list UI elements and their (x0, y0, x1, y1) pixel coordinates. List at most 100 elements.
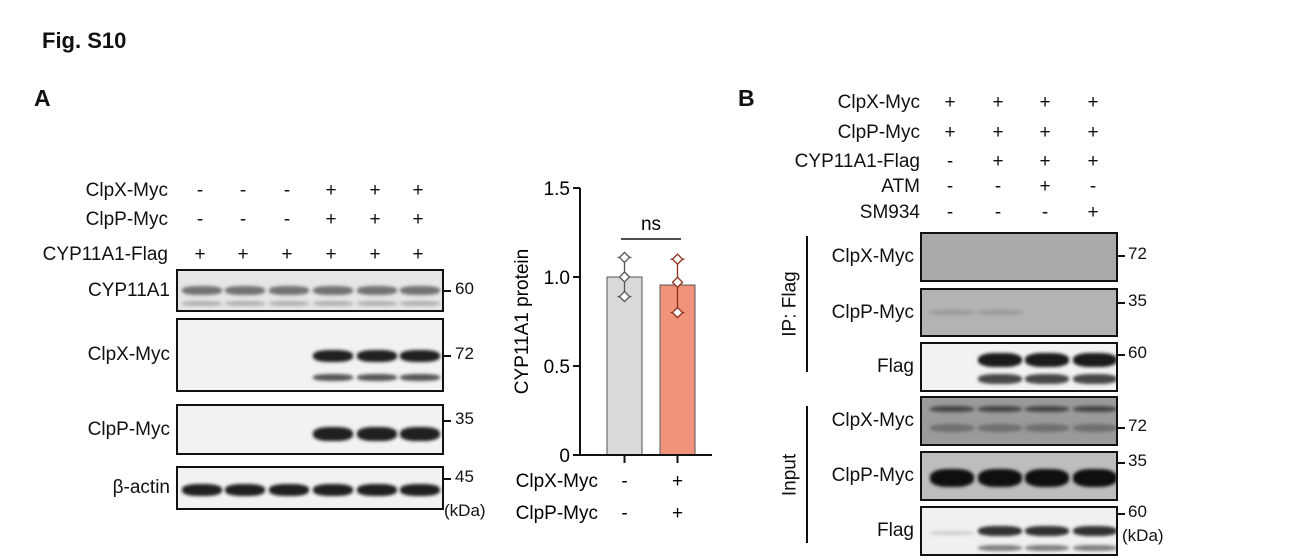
protein-band (930, 309, 974, 315)
marker-label: 72 (455, 344, 474, 363)
condition-sign: + (944, 122, 956, 143)
marker-label: 60 (1128, 502, 1147, 521)
protein-band (978, 424, 1022, 432)
condition-sign: + (1039, 92, 1051, 113)
condition-sign: + (369, 244, 381, 265)
protein-band (400, 484, 440, 496)
blot-label: Flag (877, 520, 914, 541)
western-blot-clpx-myc (920, 396, 1118, 446)
x-condition-label: ClpP-Myc (516, 503, 598, 524)
condition-sign: + (1087, 202, 1099, 223)
condition-sign: + (412, 244, 424, 265)
data-point (671, 253, 684, 266)
condition-sign: + (325, 209, 337, 230)
x-condition-label: ClpX-Myc (516, 471, 598, 492)
protein-band (357, 285, 397, 295)
condition-sign: + (1039, 122, 1051, 143)
protein-band (1025, 406, 1069, 412)
protein-band (1025, 469, 1069, 487)
data-point (618, 251, 631, 264)
marker-tick (444, 420, 451, 422)
protein-band (225, 285, 265, 295)
panel-b-label: B (738, 85, 755, 111)
panel-a-label: A (34, 85, 51, 111)
condition-sign: - (946, 202, 954, 223)
blot-label: CYP11A1 (87, 279, 170, 301)
western-blot-clpx-myc (920, 232, 1118, 282)
protein-band (930, 531, 974, 535)
condition-sign: + (325, 180, 337, 201)
condition-sign: - (196, 180, 204, 201)
marker-label: 35 (455, 409, 474, 428)
condition-label: SM934 (859, 202, 920, 223)
protein-band (930, 469, 974, 487)
protein-band (182, 300, 222, 306)
western-blot-flag (920, 506, 1118, 556)
protein-band (1073, 424, 1116, 432)
marker-label: 72 (1128, 244, 1147, 263)
protein-band (400, 285, 440, 295)
group-bracket (806, 406, 808, 543)
condition-sign: + (992, 92, 1004, 113)
blot-label: ClpP-Myc (831, 465, 914, 486)
marker-tick (1118, 302, 1125, 304)
y-tick-label: 1.5 (544, 179, 570, 200)
protein-band (978, 545, 1022, 551)
blot-label: ClpX-Myc (87, 344, 170, 365)
condition-label: ClpP-Myc (837, 122, 920, 143)
protein-band (400, 374, 440, 382)
blot-label: β-actin (112, 477, 170, 498)
protein-band (313, 349, 353, 362)
blot-label: ClpX-Myc (831, 246, 914, 267)
condition-sign: - (994, 176, 1002, 197)
condition-sign: + (944, 92, 956, 113)
western-blot-clpp-myc (176, 404, 444, 455)
protein-band (269, 285, 309, 295)
protein-band (1073, 353, 1116, 367)
condition-sign: - (946, 151, 954, 172)
protein-band (313, 285, 353, 295)
marker-label: 60 (455, 279, 474, 298)
marker-tick (444, 478, 451, 480)
protein-band (225, 300, 265, 306)
marker-tick (444, 290, 451, 292)
protein-band (1073, 469, 1116, 487)
protein-band (269, 484, 309, 496)
condition-sign: - (239, 209, 247, 230)
y-axis-label: CYP11A1 protein (512, 249, 533, 394)
bar (606, 276, 643, 456)
condition-label: CYP11A1-Flag (42, 244, 168, 265)
blot-label: ClpP-Myc (87, 418, 170, 440)
condition-sign: + (281, 244, 293, 265)
marker-label: 35 (1128, 291, 1147, 310)
x-condition-sign: - (621, 503, 627, 524)
protein-band (1073, 406, 1116, 412)
protein-band (357, 484, 397, 496)
condition-sign: + (369, 180, 381, 201)
protein-band (357, 349, 397, 362)
group-label: IP: Flag (779, 271, 801, 337)
marker-label: 72 (1128, 416, 1147, 435)
marker-tick (1118, 427, 1125, 429)
protein-band (1025, 424, 1069, 432)
unit-label: (kDa) (1122, 526, 1164, 545)
protein-band (400, 427, 440, 442)
condition-sign: + (992, 122, 1004, 143)
protein-band (1073, 545, 1116, 551)
western-blot-flag (920, 342, 1118, 392)
x-condition-sign: + (672, 471, 683, 492)
blot-label: ClpX-Myc (831, 410, 914, 431)
protein-band (930, 424, 974, 432)
marker-tick (1118, 462, 1125, 464)
protein-band (978, 309, 1022, 315)
protein-band (1025, 374, 1069, 384)
protein-band (182, 285, 222, 295)
condition-sign: + (1087, 151, 1099, 172)
western-blot-clpp-myc (920, 451, 1118, 501)
protein-band (1025, 545, 1069, 551)
condition-sign: + (1087, 122, 1099, 143)
condition-sign: + (992, 151, 1004, 172)
marker-tick (1118, 354, 1125, 356)
